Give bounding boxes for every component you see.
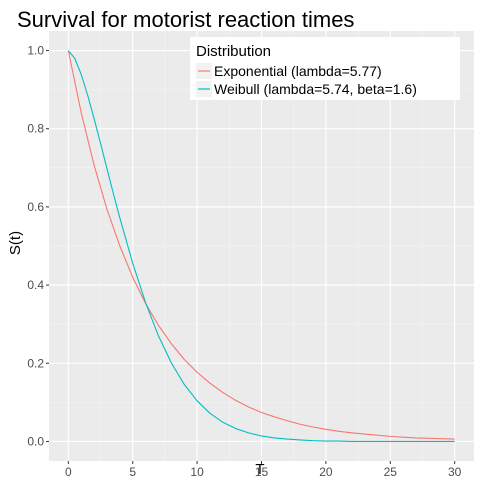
x-axis: 0 5 10 15 20 25 30 <box>65 461 462 479</box>
y-axis-label: S(t) <box>7 231 24 255</box>
series-layer <box>67 50 455 443</box>
series-line-weibull <box>67 50 455 443</box>
legend-label-weibull: Weibull (lambda=5.74, beta=1.6) <box>214 81 417 97</box>
y-axis: 0.0 0.2 0.4 0.6 0.8 1.0 <box>27 44 49 448</box>
y-tick-label: 0.8 <box>27 122 44 136</box>
legend-label-exponential: Exponential (lambda=5.77) <box>214 63 382 79</box>
x-axis-label: T <box>255 461 264 478</box>
x-tick-label: 15 <box>255 465 269 479</box>
y-tick-label: 0.4 <box>27 278 44 292</box>
x-tick-label: 25 <box>384 465 398 479</box>
legend-title: Distribution <box>196 43 271 60</box>
y-tick-label: 0.0 <box>27 434 44 448</box>
y-tick-label: 1.0 <box>27 44 44 58</box>
legend-box <box>190 37 460 100</box>
legend: Distribution Exponential (lambda=5.77) W… <box>190 37 460 100</box>
x-tick-label: 20 <box>319 465 333 479</box>
x-tick-label: 5 <box>129 465 136 479</box>
x-tick-label: 10 <box>190 465 204 479</box>
chart-title: Survival for motorist reaction times <box>17 7 354 32</box>
y-tick-label: 0.2 <box>27 356 44 370</box>
x-tick-label: 30 <box>448 465 462 479</box>
y-tick-label: 0.6 <box>27 200 44 214</box>
major-gridlines <box>49 31 474 461</box>
x-tick-label: 0 <box>65 465 72 479</box>
series-line-exponential <box>67 50 455 440</box>
